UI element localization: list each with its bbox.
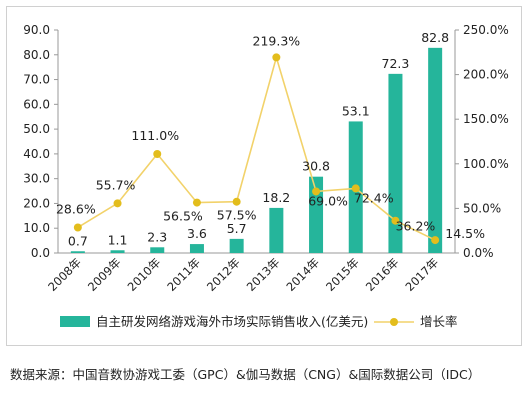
line-value-label: 72.4% [354,190,394,205]
x-tick-label: 2011年 [164,255,203,294]
x-tick-label: 2013年 [244,255,283,294]
x-tick-label: 2016年 [363,255,402,294]
growth-point [431,236,440,245]
growth-point [192,198,201,207]
bar [189,244,204,253]
x-tick-label: 2017年 [403,255,442,294]
bar [70,251,85,253]
line-value-label: 69.0% [308,193,348,208]
x-tick-label: 2012年 [204,255,243,294]
line-value-label: 111.0% [131,128,179,143]
line-value-label: 56.5% [163,209,203,224]
left-tick-label: 60.0 [23,97,50,111]
bar [150,247,165,253]
right-tick-label: 100.0% [463,157,509,171]
growth-point [391,216,400,225]
bar-value-label: 5.7 [227,221,247,236]
bar [428,47,443,254]
line-value-label: 57.5% [217,208,257,223]
left-tick-label: 10.0 [23,221,50,235]
x-tick-label: 2015年 [323,255,362,294]
x-tick-label: 2014年 [283,255,322,294]
growth-point [153,149,162,158]
source-note: 数据来源：中国音数协游戏工委（GPC）&伽马数据（CNG）&国际数据公司（IDC… [10,367,481,382]
legend-bar-swatch [60,316,90,327]
right-tick-label: 200.0% [463,68,509,82]
bar [229,238,244,253]
left-tick-label: 0.0 [31,246,50,260]
right-tick-label: 150.0% [463,112,509,126]
x-tick-label: 2008年 [45,255,84,294]
bar [110,250,125,253]
growth-point [272,53,281,62]
left-tick-label: 40.0 [23,147,50,161]
growth-point [73,223,82,232]
left-tick-label: 70.0 [23,73,50,87]
line-value-label: 55.7% [96,177,136,192]
bar-value-label: 1.1 [108,232,128,247]
growth-point [232,197,241,206]
bar-value-label: 18.2 [262,190,290,205]
bar-value-label: 72.3 [382,56,410,71]
legend-bar-label: 自主研发网络游戏海外市场实际销售收入(亿美元) [96,314,368,329]
growth-point [351,184,360,193]
bar-value-label: 0.7 [68,233,88,248]
x-tick-label: 2009年 [85,255,124,294]
line-value-label: 28.6% [56,201,96,216]
line-value-label: 14.5% [445,226,485,241]
bar-value-label: 3.6 [187,226,207,241]
bar-value-label: 2.3 [147,229,167,244]
line-value-label: 219.3% [253,33,301,48]
bar [269,207,284,253]
bar [309,176,324,253]
legend-line-marker [390,318,398,326]
growth-line [77,54,436,241]
growth-point [113,199,122,208]
x-tick-label: 2010年 [125,255,164,294]
left-tick-label: 90.0 [23,23,50,37]
bar-value-label: 82.8 [421,30,449,45]
right-tick-label: 250.0% [463,23,509,37]
bar-value-label: 30.8 [302,159,330,174]
bar [388,73,403,254]
bar-value-label: 53.1 [342,103,370,118]
line-value-label: 36.2% [396,219,436,234]
growth-point [312,187,321,196]
left-tick-label: 50.0 [23,122,50,136]
legend-line-label: 增长率 [420,314,458,329]
right-tick-label: 50.0% [463,201,501,215]
left-tick-label: 80.0 [23,48,50,62]
left-tick-label: 30.0 [23,172,50,186]
left-tick-label: 20.0 [23,196,50,210]
right-tick-label: 0.0% [463,246,494,260]
